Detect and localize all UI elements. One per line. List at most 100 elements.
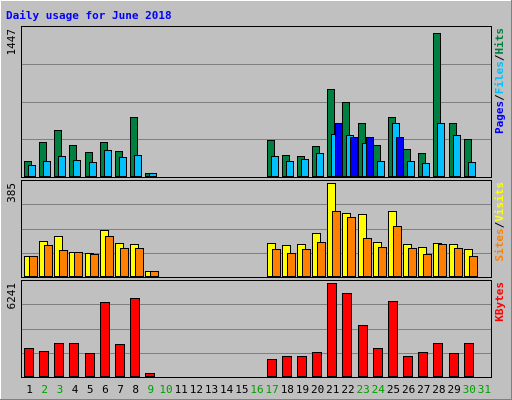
- legend: KBytes: [493, 282, 506, 322]
- bar-files: [149, 173, 157, 177]
- bar-sites: [29, 256, 38, 277]
- legend-entry-hits: Hits: [493, 28, 506, 55]
- x-tick-label: 25: [387, 383, 400, 396]
- bar-kbytes: [39, 351, 49, 377]
- x-tick-label: 15: [235, 383, 248, 396]
- bar-kbytes: [358, 325, 368, 377]
- x-tick-label: 4: [72, 383, 79, 396]
- legend-entry-visits: Visits: [493, 182, 506, 222]
- bar-kbytes: [54, 343, 64, 377]
- bar-sites: [469, 256, 478, 277]
- bar-kbytes: [449, 353, 459, 377]
- bar-kbytes: [130, 298, 140, 377]
- legend: Sites/Visits: [493, 182, 506, 262]
- x-tick-label: 17: [266, 383, 279, 396]
- x-tick-label: 23: [357, 383, 370, 396]
- legend-entry-files: Files: [493, 61, 506, 94]
- x-tick-label: 18: [281, 383, 294, 396]
- bar-files: [104, 150, 112, 177]
- x-tick-label: 19: [296, 383, 309, 396]
- legend: Pages/Files/Hits: [493, 28, 506, 134]
- x-tick-label: 14: [220, 383, 234, 396]
- x-tick-label: 22: [341, 383, 354, 396]
- x-tick-label: 21: [326, 383, 339, 396]
- x-tick-label: 5: [87, 383, 94, 396]
- y-max-label: 6241: [5, 283, 18, 310]
- bar-files: [468, 162, 476, 177]
- x-tick-label: 24: [372, 383, 386, 396]
- bar-files: [73, 160, 81, 177]
- bar-files: [89, 162, 97, 177]
- bar-pages: [350, 137, 358, 177]
- bar-sites: [454, 248, 463, 277]
- bar-kbytes: [85, 353, 95, 377]
- bar-kbytes: [69, 343, 79, 377]
- legend-separator: /: [493, 54, 506, 61]
- bar-sites: [74, 252, 83, 277]
- bar-kbytes: [433, 343, 443, 377]
- legend-entry-kbytes: KBytes: [493, 282, 506, 322]
- bar-files: [316, 153, 324, 177]
- bar-kbytes: [297, 356, 307, 377]
- bar-pages: [396, 137, 404, 177]
- x-tick-label: 30: [463, 383, 476, 396]
- x-tick-label: 2: [41, 383, 48, 396]
- bar-sites: [150, 271, 159, 277]
- legend-separator: /: [493, 221, 506, 228]
- bar-pages: [335, 123, 343, 177]
- x-tick-label: 28: [432, 383, 445, 396]
- bar-sites: [135, 248, 144, 277]
- bar-files: [43, 161, 51, 177]
- bar-sites: [423, 254, 432, 277]
- x-tick-label: 12: [190, 383, 203, 396]
- bar-files: [28, 165, 36, 177]
- bar-sites: [302, 249, 311, 277]
- bar-sites: [59, 250, 68, 277]
- bar-files: [134, 155, 142, 177]
- bar-sites: [438, 244, 447, 277]
- panel-frame: [21, 280, 492, 378]
- x-tick-label: 9: [148, 383, 155, 396]
- bar-files: [437, 123, 445, 177]
- bar-sites: [347, 217, 356, 277]
- bar-kbytes: [388, 301, 398, 377]
- x-tick-label: 11: [175, 383, 188, 396]
- bar-kbytes: [373, 348, 383, 377]
- bar-files: [119, 157, 127, 177]
- x-tick-label: 10: [159, 383, 172, 396]
- x-tick-label: 13: [205, 383, 218, 396]
- bar-kbytes: [342, 293, 352, 377]
- x-tick-label: 31: [478, 383, 491, 396]
- bar-kbytes: [418, 352, 428, 377]
- bar-kbytes: [100, 302, 110, 377]
- bar-kbytes: [282, 356, 292, 377]
- bar-files: [377, 161, 385, 177]
- bar-sites: [408, 248, 417, 277]
- bar-pages: [366, 137, 374, 177]
- bar-sites: [332, 211, 341, 277]
- chart-title: Daily usage for June 2018: [6, 9, 172, 22]
- bar-files: [407, 161, 415, 177]
- bar-sites: [272, 249, 281, 277]
- bar-files: [453, 135, 461, 177]
- bar-files: [286, 161, 294, 177]
- bar-sites: [105, 236, 114, 277]
- x-tick-label: 26: [402, 383, 415, 396]
- legend-entry-sites: Sites: [493, 228, 506, 261]
- legend-entry-pages: Pages: [493, 101, 506, 134]
- x-tick-label: 7: [117, 383, 124, 396]
- bar-files: [271, 156, 279, 177]
- x-tick-label: 16: [250, 383, 263, 396]
- bar-files: [58, 156, 66, 177]
- panel-frame: [21, 180, 492, 278]
- bar-kbytes: [145, 373, 155, 377]
- y-max-label: 385: [5, 183, 18, 203]
- x-tick-label: 20: [311, 383, 324, 396]
- panel-frame: [21, 26, 492, 178]
- bar-sites: [287, 253, 296, 277]
- bar-files: [301, 159, 309, 177]
- y-max-label: 1447: [5, 29, 18, 56]
- bar-sites: [317, 242, 326, 277]
- bar-kbytes: [115, 344, 125, 377]
